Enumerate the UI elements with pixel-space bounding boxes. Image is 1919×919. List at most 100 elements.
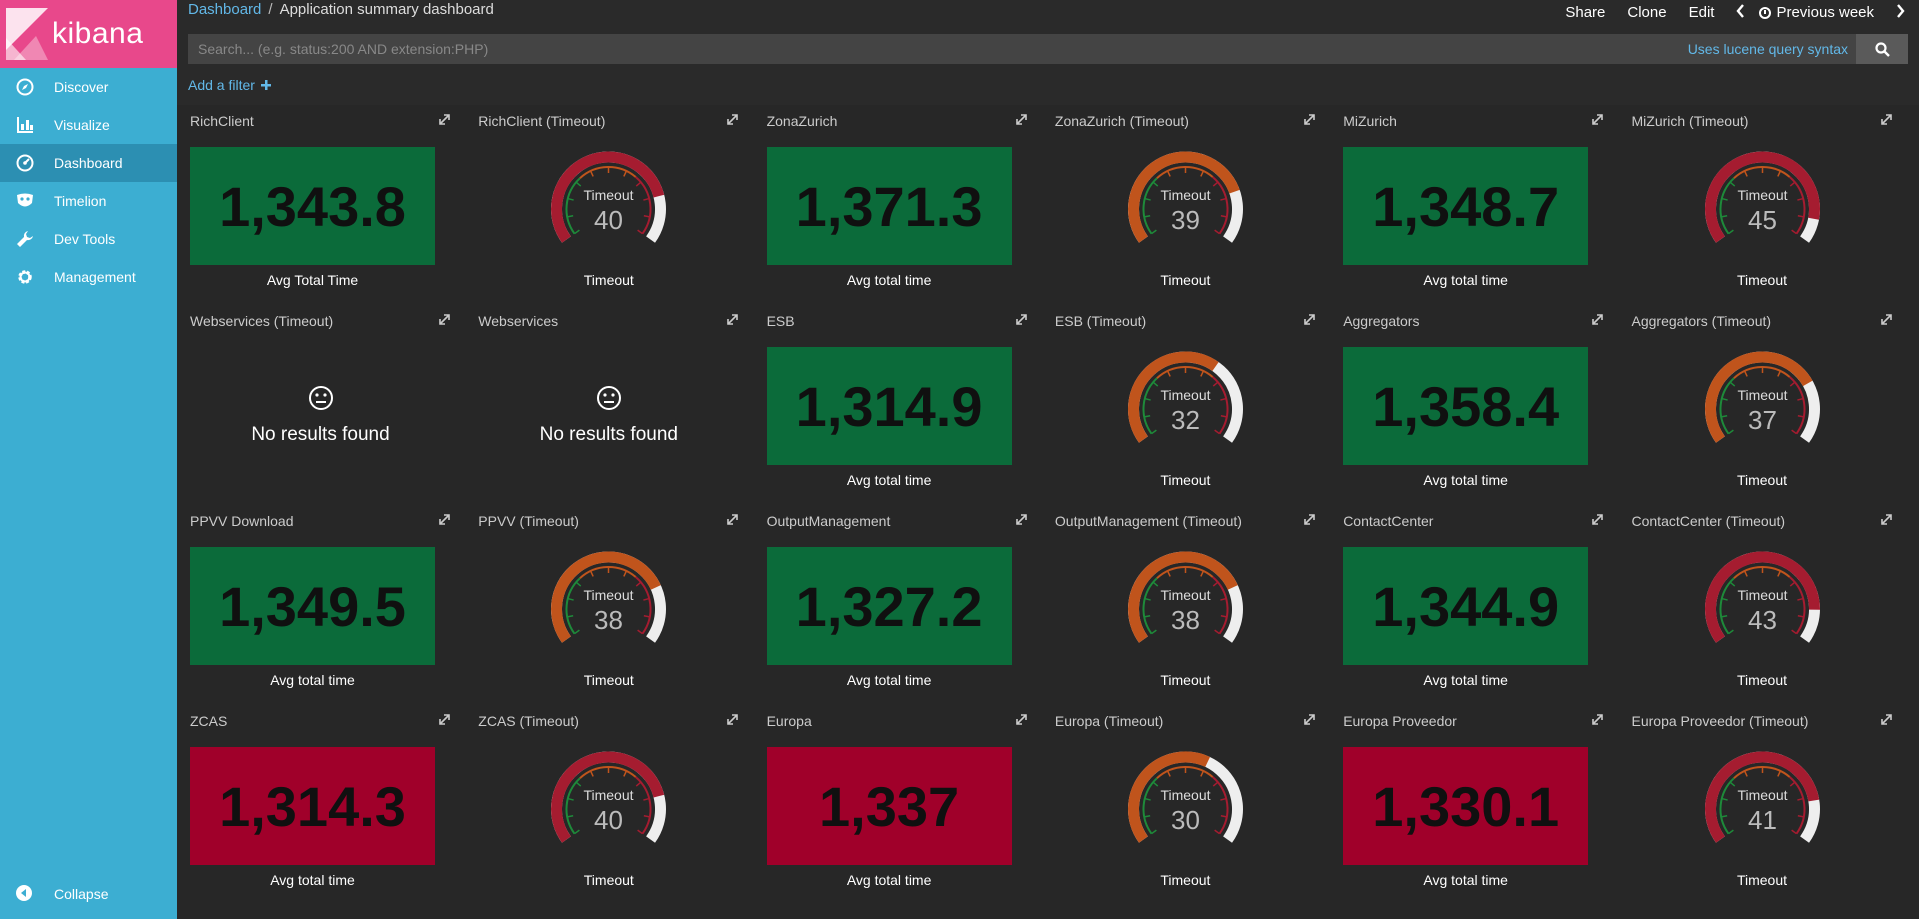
expand-icon[interactable] [726, 513, 739, 526]
sidebar-item-timelion[interactable]: Timelion [0, 182, 177, 220]
panel-title: ESB [767, 313, 795, 329]
dashboard-panel: Europa Proveedor 1,330.1 Avg total time [1330, 705, 1617, 897]
gauge-tick [1151, 830, 1156, 834]
gauge-tick [1777, 371, 1780, 376]
time-forward-button[interactable] [1896, 4, 1905, 21]
no-results-text: No results found [465, 424, 752, 446]
expand-icon[interactable] [1880, 713, 1893, 726]
metric-value: 1,330.1 [1343, 747, 1588, 865]
expand-icon[interactable] [1015, 313, 1028, 326]
expand-icon[interactable] [1591, 513, 1604, 526]
clone-button[interactable]: Clone [1627, 4, 1666, 21]
gauge-scale-band [1720, 778, 1733, 833]
expand-icon[interactable] [438, 313, 451, 326]
neutral-face-icon [596, 385, 622, 411]
gauge-tick [1201, 771, 1204, 776]
sidebar-item-discover[interactable]: Discover [0, 68, 177, 106]
sidebar-item-management[interactable]: Management [0, 258, 177, 296]
expand-icon[interactable] [726, 113, 739, 126]
expand-icon[interactable] [726, 713, 739, 726]
sidebar-item-visualize[interactable]: Visualize [0, 106, 177, 144]
expand-icon[interactable] [1880, 313, 1893, 326]
panel-title: Europa (Timeout) [1055, 713, 1163, 729]
metric-label: Avg Total Time [190, 272, 435, 288]
kibana-logo[interactable]: kibana [0, 0, 177, 68]
search-button[interactable] [1856, 34, 1908, 64]
gauge-tick [1201, 371, 1204, 376]
gauge-tick [575, 630, 580, 634]
expand-icon[interactable] [438, 713, 451, 726]
kibana-logo-icon [6, 8, 48, 60]
expand-icon[interactable] [438, 113, 451, 126]
gauge-tick [591, 771, 594, 776]
gauge-tick [1221, 816, 1227, 817]
gauge-value: 39 [1171, 205, 1200, 235]
no-results: No results found [177, 385, 464, 446]
expand-icon[interactable] [1015, 113, 1028, 126]
search-input[interactable] [188, 34, 1728, 64]
expand-icon[interactable] [1591, 313, 1604, 326]
gauge: Timeout 43 [1619, 547, 1906, 665]
gauge-label: Timeout [465, 872, 752, 888]
dashboard-panel: OutputManagement (Timeout) Timeout 38 Timeo… [1042, 505, 1329, 697]
metric-label: Avg total time [1343, 472, 1588, 488]
sidebar-item-dashboard[interactable]: Dashboard [0, 144, 177, 182]
gauge-value: 40 [594, 205, 623, 235]
gauge-tick [1721, 599, 1727, 600]
expand-icon[interactable] [1591, 713, 1604, 726]
expand-icon[interactable] [1303, 513, 1316, 526]
gauge-label: Timeout [465, 272, 752, 288]
collapse-button[interactable]: Collapse [0, 877, 177, 911]
clock-icon [1759, 7, 1771, 19]
metric-value: 1,358.4 [1343, 347, 1588, 465]
dashboard-panel: PPVV (Timeout) Timeout 38 Timeout [465, 505, 752, 697]
gauge-scale-band [1720, 178, 1733, 233]
expand-icon[interactable] [1015, 513, 1028, 526]
expand-icon[interactable] [1591, 113, 1604, 126]
metric-label: Avg total time [190, 872, 435, 888]
expand-icon[interactable] [1880, 513, 1893, 526]
sidebar-item-label: Dashboard [54, 155, 123, 171]
gauge-tick [1730, 182, 1735, 186]
gauge-svg: Timeout 32 [1042, 347, 1329, 465]
gauge-tick [644, 616, 650, 617]
time-back-button[interactable] [1736, 4, 1745, 21]
lucene-syntax-link[interactable]: Uses lucene query syntax [1688, 41, 1848, 57]
dashboard-panel: MiZurich (Timeout) Timeout 45 Timeout [1619, 105, 1906, 297]
share-button[interactable]: Share [1565, 4, 1605, 21]
gauge-tick [1153, 182, 1158, 186]
add-filter-button[interactable]: Add a filter [188, 77, 271, 93]
gauge-label: Timeout [1042, 872, 1329, 888]
gauge: Timeout 39 [1042, 147, 1329, 265]
gauge: Timeout 38 [465, 547, 752, 665]
gauge-tick [1220, 799, 1226, 800]
expand-icon[interactable] [1303, 113, 1316, 126]
time-picker-button[interactable]: Previous week [1759, 4, 1874, 21]
gauge-tick [568, 616, 574, 617]
dashboard-panel: ZCAS 1,314.3 Avg total time [177, 705, 464, 897]
expand-icon[interactable] [438, 513, 451, 526]
panel-title: Europa Proveedor (Timeout) [1632, 713, 1809, 729]
gauge-tick [575, 830, 580, 834]
gauge-tick [1797, 216, 1803, 217]
gauge-value: 41 [1748, 805, 1777, 835]
breadcrumb-dashboard-link[interactable]: Dashboard [188, 1, 261, 18]
dashboard-panel: ZCAS (Timeout) Timeout 40 Timeout [465, 705, 752, 897]
expand-icon[interactable] [1880, 113, 1893, 126]
gauge-tick [1721, 799, 1727, 800]
expand-icon[interactable] [1303, 713, 1316, 726]
metric-label: Avg total time [767, 872, 1012, 888]
gauge-title: Timeout [1737, 187, 1787, 203]
metric-value: 1,349.5 [190, 547, 435, 665]
gauge-tick [1168, 371, 1171, 376]
sidebar-item-dev-tools[interactable]: Dev Tools [0, 220, 177, 258]
gauge-value: 43 [1748, 605, 1777, 635]
expand-icon[interactable] [726, 313, 739, 326]
gauge-title: Timeout [1160, 187, 1210, 203]
gauge-title: Timeout [1737, 587, 1787, 603]
expand-icon[interactable] [1303, 313, 1316, 326]
expand-icon[interactable] [1015, 713, 1028, 726]
metric-label: Avg total time [1343, 272, 1588, 288]
edit-button[interactable]: Edit [1689, 4, 1715, 21]
panel-title: Aggregators (Timeout) [1632, 313, 1772, 329]
